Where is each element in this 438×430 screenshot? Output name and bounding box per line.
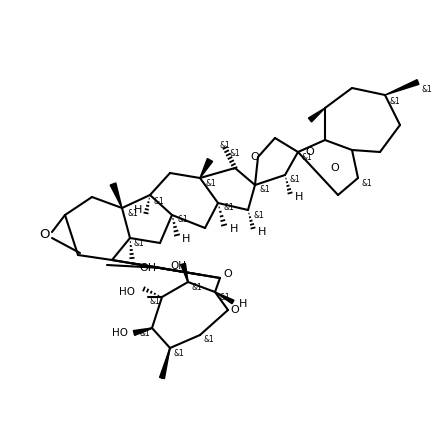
Polygon shape — [180, 263, 188, 282]
Text: &1: &1 — [422, 86, 433, 95]
Text: H: H — [239, 299, 247, 309]
Text: &1: &1 — [223, 203, 234, 212]
Text: &1: &1 — [253, 212, 264, 221]
Polygon shape — [215, 292, 234, 304]
Text: &1: &1 — [390, 96, 401, 105]
Polygon shape — [200, 159, 212, 178]
Text: &1: &1 — [290, 175, 301, 184]
Polygon shape — [159, 348, 170, 379]
Text: O: O — [224, 269, 233, 279]
Text: &1: &1 — [150, 298, 161, 307]
Text: &1: &1 — [220, 141, 231, 150]
Text: &1: &1 — [134, 240, 145, 249]
Text: &1: &1 — [219, 292, 230, 301]
Text: O: O — [251, 152, 259, 162]
Text: &1: &1 — [229, 148, 240, 157]
Text: H: H — [182, 234, 190, 244]
Text: &1: &1 — [205, 179, 216, 188]
Text: H: H — [295, 192, 303, 202]
Text: &1: &1 — [204, 335, 215, 344]
Text: OH: OH — [139, 263, 156, 273]
Text: &1: &1 — [177, 215, 188, 224]
Polygon shape — [308, 108, 325, 122]
Polygon shape — [385, 80, 419, 95]
Text: H: H — [134, 205, 142, 215]
Text: HO: HO — [119, 287, 135, 297]
Text: H: H — [230, 224, 238, 234]
Text: &1: &1 — [192, 283, 203, 292]
Text: O: O — [39, 228, 49, 242]
Text: &1: &1 — [140, 329, 151, 338]
Text: OH: OH — [170, 261, 186, 271]
Text: H: H — [258, 227, 266, 237]
Text: &1: &1 — [127, 209, 138, 218]
Text: &1: &1 — [362, 178, 373, 187]
Text: &1: &1 — [174, 348, 185, 357]
Text: &1: &1 — [259, 184, 270, 194]
Text: O: O — [331, 163, 339, 173]
Text: HO: HO — [112, 328, 128, 338]
Polygon shape — [133, 328, 152, 335]
Text: &1: &1 — [302, 153, 313, 162]
Polygon shape — [110, 183, 122, 208]
Text: O: O — [231, 305, 240, 315]
Text: O: O — [306, 147, 314, 157]
Text: &1: &1 — [154, 197, 165, 206]
